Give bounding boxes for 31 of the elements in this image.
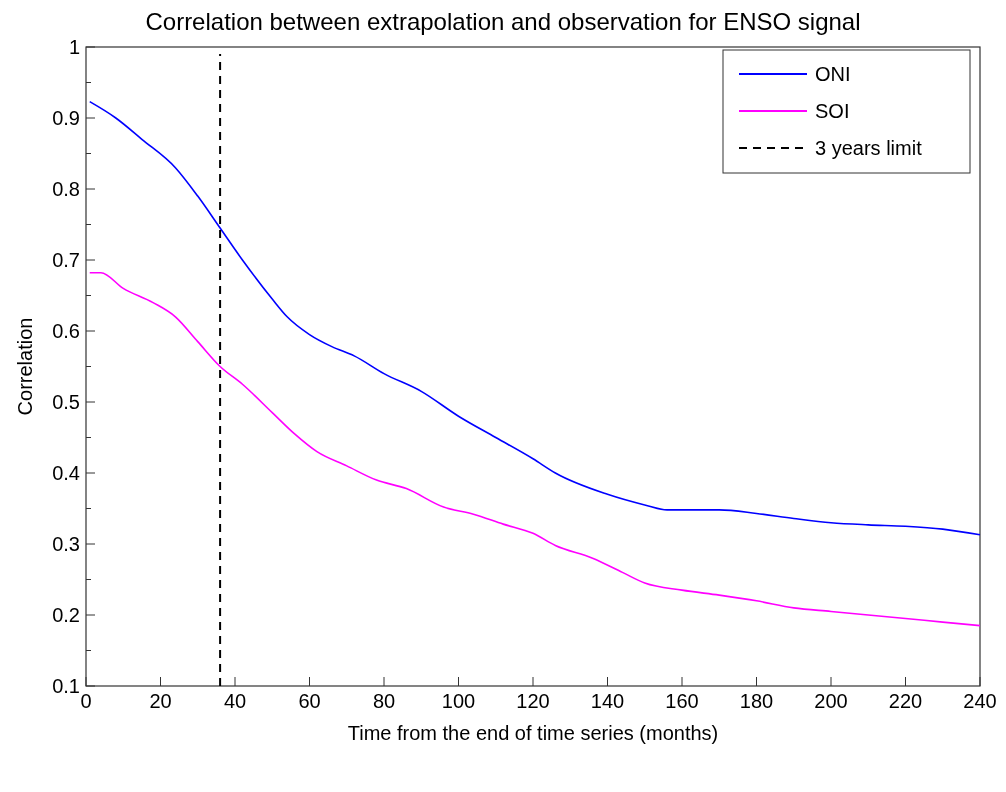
x-tick-label: 200 [814,690,848,712]
line-series [88,271,981,627]
y-tick-label: 0.1 [52,675,80,697]
y-tick-label: 0.8 [52,178,80,200]
y-tick-label: 0.4 [52,462,80,484]
x-tick-label: 0 [80,690,92,712]
x-tick-label: 180 [739,690,774,712]
x-tick-label: 160 [665,690,699,712]
chart-title: Correlation between extrapolation and observation for ENSO signal [145,8,861,35]
x-tick-label: 100 [441,690,476,712]
legend-label: ONI [815,63,851,85]
x-tick-label: 120 [516,690,550,712]
legend-label: 3 years limit [815,137,923,159]
y-tick-label: 1 [68,36,80,58]
x-tick-label: 60 [298,690,321,712]
y-tick-label: 0.2 [52,604,80,626]
y-axis-title: Correlation [14,317,36,416]
y-tick-label: 0.9 [52,107,80,129]
y-tick-label: 0.6 [52,320,80,342]
y-tick-label: 0.3 [52,533,80,555]
x-tick-label: 220 [888,690,923,712]
x-tick-label: 240 [963,690,997,712]
x-tick-label: 140 [590,690,625,712]
x-axis-title: Time from the end of time series (months) [347,722,719,744]
x-tick-label: 40 [223,690,247,712]
y-tick-label: 0.5 [52,391,80,413]
legend-label: SOI [815,100,850,122]
y-tick-label: 0.7 [52,249,80,271]
x-tick-label: 80 [372,690,396,712]
x-tick-label: 20 [149,690,172,712]
line-series [88,100,981,536]
